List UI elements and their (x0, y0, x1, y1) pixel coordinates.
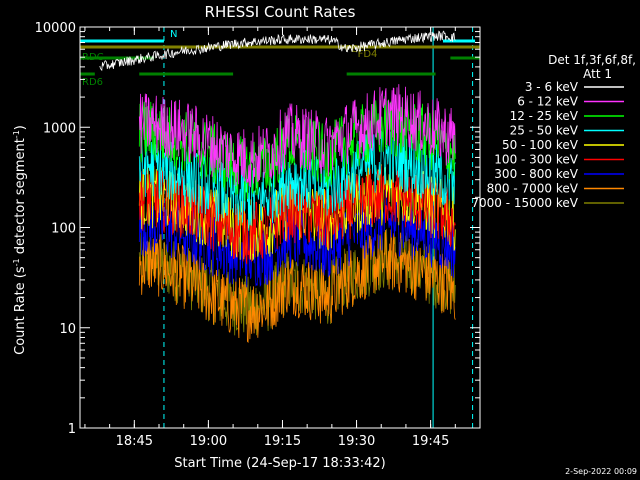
flag-label-2: FD4 (358, 49, 378, 60)
legend-header-line2: Att 1 (583, 67, 612, 81)
legend-entry-1: 6 - 12 keV (517, 95, 579, 109)
y-tick-label-0: 1 (68, 422, 76, 437)
flag-label-4: RD6 (82, 77, 103, 88)
legend-entry-2: 12 - 25 keV (510, 109, 579, 123)
y-axis-label: Count Rate (s-1 detector segment-1) (12, 125, 28, 355)
y-axis-label-end: ) (13, 125, 28, 130)
series-line-3 (138, 130, 456, 231)
chart-title: RHESSI Count Rates (205, 3, 356, 21)
flag-label-0: N (170, 29, 177, 40)
y-axis-label-main: Count Rate (s (13, 266, 28, 355)
x-tick-label-4: 19:45 (412, 434, 449, 449)
y-axis-label-sup2: -1 (12, 130, 21, 138)
x-tick-label-0: 18:45 (116, 434, 153, 449)
series-line-7 (138, 229, 456, 343)
plot-axes: 18:45 19:00 19:15 19:30 19:45 1 10 100 1000 10000 (35, 21, 481, 449)
y-tick-label-4: 10000 (35, 21, 76, 36)
x-axis-label: Start Time (24-Sep-17 18:33:42) (174, 456, 385, 471)
legend-entry-8: 7000 - 15000 keV (471, 196, 578, 210)
series-line-0 (99, 30, 456, 72)
x-tick-label-3: 19:30 (338, 434, 375, 449)
count-rate-series (99, 30, 456, 343)
footer-timestamp: 2-Sep-2022 00:09 (565, 467, 637, 476)
series-line-1 (138, 84, 456, 188)
y-tick-label-3: 1000 (43, 121, 76, 136)
x-tick-label-2: 19:15 (264, 434, 301, 449)
y-tick-label-2: 100 (51, 222, 76, 237)
legend-entry-0: 3 - 6 keV (525, 80, 579, 94)
y-tick-label-1: 10 (59, 322, 76, 337)
y-axis-label-sup1: -1 (12, 258, 21, 266)
legend-entry-7: 800 - 7000 keV (487, 182, 579, 196)
legend-entry-4: 50 - 100 keV (502, 138, 579, 152)
legend-entry-5: 100 - 300 keV (494, 153, 578, 167)
x-tick-label-1: 19:00 (190, 434, 227, 449)
legend-header-line1: Det 1f,3f,6f,8f, (548, 53, 636, 67)
y-axis-label-mid: detector segment (13, 138, 28, 258)
series-line-5 (138, 165, 456, 265)
flag-label-3: RDC (82, 52, 104, 63)
legend-entry-6: 300 - 800 keV (494, 167, 578, 181)
legend-entry-3: 25 - 50 keV (510, 124, 579, 138)
